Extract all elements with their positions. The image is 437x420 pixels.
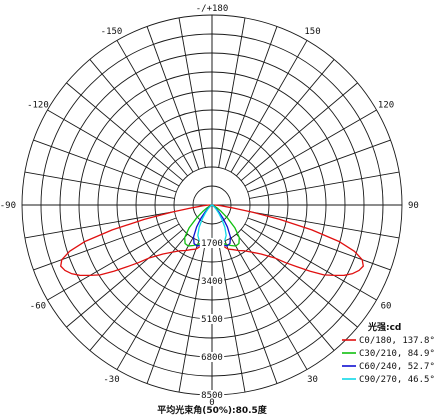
- grid-spoke: [244, 223, 377, 301]
- grid-spoke: [218, 242, 246, 393]
- grid-spoke: [224, 240, 278, 384]
- grid-spoke: [247, 217, 391, 271]
- grid-spoke: [240, 82, 358, 181]
- grid-spoke: [33, 139, 177, 193]
- grid-spoke: [89, 233, 188, 351]
- grid-spoke: [230, 40, 308, 173]
- beam-angle-label: 平均光束角(50%):80.5度: [157, 404, 268, 416]
- grid-spoke: [244, 109, 377, 187]
- angle-label: -150: [101, 27, 123, 37]
- angle-label: -90: [0, 201, 16, 211]
- angle-label: 90: [408, 201, 419, 211]
- angle-label: 30: [307, 375, 318, 385]
- grid-spoke: [116, 237, 194, 370]
- grid-spoke: [24, 211, 175, 239]
- angle-label: -/+180: [196, 4, 229, 14]
- ring-label: 3400: [201, 277, 223, 287]
- angle-label: -30: [103, 375, 119, 385]
- angle-label: 120: [378, 101, 394, 111]
- grid-spoke: [178, 242, 206, 393]
- grid-spoke: [236, 233, 335, 351]
- angle-label: 0: [209, 398, 214, 408]
- grid-spoke: [146, 240, 200, 384]
- grid-spoke: [24, 171, 175, 199]
- grid-spoke: [47, 109, 180, 187]
- grid-spoke: [66, 82, 184, 181]
- angle-label: 60: [381, 302, 392, 312]
- grid-spoke: [249, 171, 400, 199]
- legend-entry: C90/270, 46.5°: [359, 375, 435, 385]
- grid-spoke: [47, 223, 180, 301]
- grid-spoke: [116, 40, 194, 173]
- ring-label-bg: [199, 390, 225, 400]
- ring-labels: 1700 3400 5100 6800 8500: [199, 238, 225, 401]
- grid-spoke: [218, 17, 246, 168]
- legend-title: 光强:cd: [367, 321, 401, 333]
- grid-spoke: [89, 59, 188, 177]
- ring-label-bg: [199, 314, 225, 324]
- ring-label: 1700: [201, 239, 223, 249]
- ring-label-bg: [199, 276, 225, 286]
- ring-label: 5100: [201, 315, 223, 325]
- polar-grid: [21, 14, 403, 396]
- grid-spoke: [230, 237, 308, 370]
- ring-label-bg: [199, 352, 225, 362]
- legend-entry: C30/210, 84.9°: [359, 349, 435, 359]
- grid-spoke: [66, 229, 184, 328]
- angle-label: -60: [30, 302, 46, 312]
- angle-label: -120: [27, 101, 49, 111]
- grid-spoke: [249, 211, 400, 239]
- grid-spoke: [178, 17, 206, 168]
- grid-spoke: [33, 217, 177, 271]
- legend-entry: C60/240, 52.7°: [359, 362, 435, 372]
- legend-entry: C0/180, 137.8°: [359, 336, 435, 346]
- angle-label: 150: [304, 27, 320, 37]
- ring-label: 6800: [201, 353, 223, 363]
- grid-spoke: [146, 26, 200, 170]
- grid-spoke: [240, 229, 358, 328]
- ring-label-bg: [199, 238, 225, 248]
- grid-spoke: [247, 139, 391, 193]
- ring-label: 8500: [201, 391, 223, 401]
- grid-spoke: [236, 59, 335, 177]
- angle-labels: 0 30 60 90 120 150 -/+180 -150 -120 -90 -60 -30: [0, 4, 419, 408]
- grid-spoke: [224, 26, 278, 170]
- legend: 光强:cd C0/180, 137.8° C30/210, 84.9° C60/240…: [342, 321, 435, 385]
